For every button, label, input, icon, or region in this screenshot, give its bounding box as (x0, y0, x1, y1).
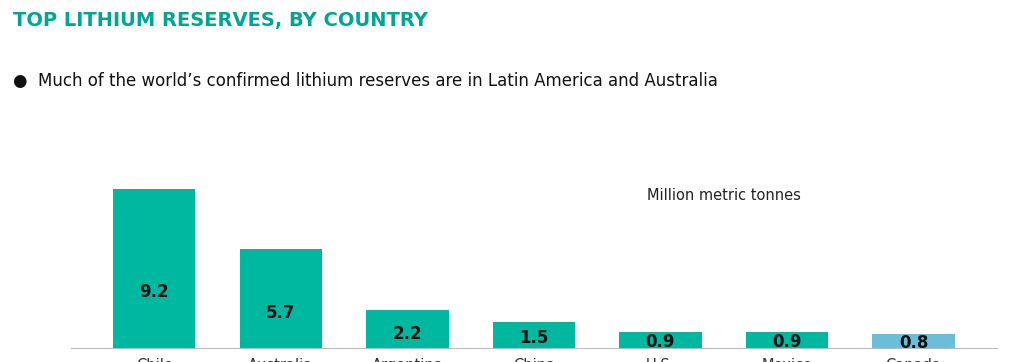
Text: 0.9: 0.9 (772, 333, 801, 351)
Text: TOP LITHIUM RESERVES, BY COUNTRY: TOP LITHIUM RESERVES, BY COUNTRY (13, 11, 428, 30)
Bar (366, 310, 448, 348)
Text: 0.8: 0.8 (899, 334, 929, 352)
Text: 0.9: 0.9 (646, 333, 675, 351)
Bar (745, 332, 828, 348)
Text: 1.5: 1.5 (520, 329, 548, 348)
Text: 2.2: 2.2 (393, 325, 422, 343)
Bar (493, 322, 575, 348)
Text: 5.7: 5.7 (266, 304, 296, 322)
Bar (619, 332, 702, 348)
Bar (113, 189, 195, 348)
Text: 9.2: 9.2 (139, 283, 169, 301)
Bar (873, 334, 955, 348)
Text: Million metric tonnes: Million metric tonnes (647, 188, 800, 203)
Bar (240, 249, 322, 348)
Text: ●  Much of the world’s confirmed lithium reserves are in Latin America and Austr: ● Much of the world’s confirmed lithium … (13, 72, 718, 90)
